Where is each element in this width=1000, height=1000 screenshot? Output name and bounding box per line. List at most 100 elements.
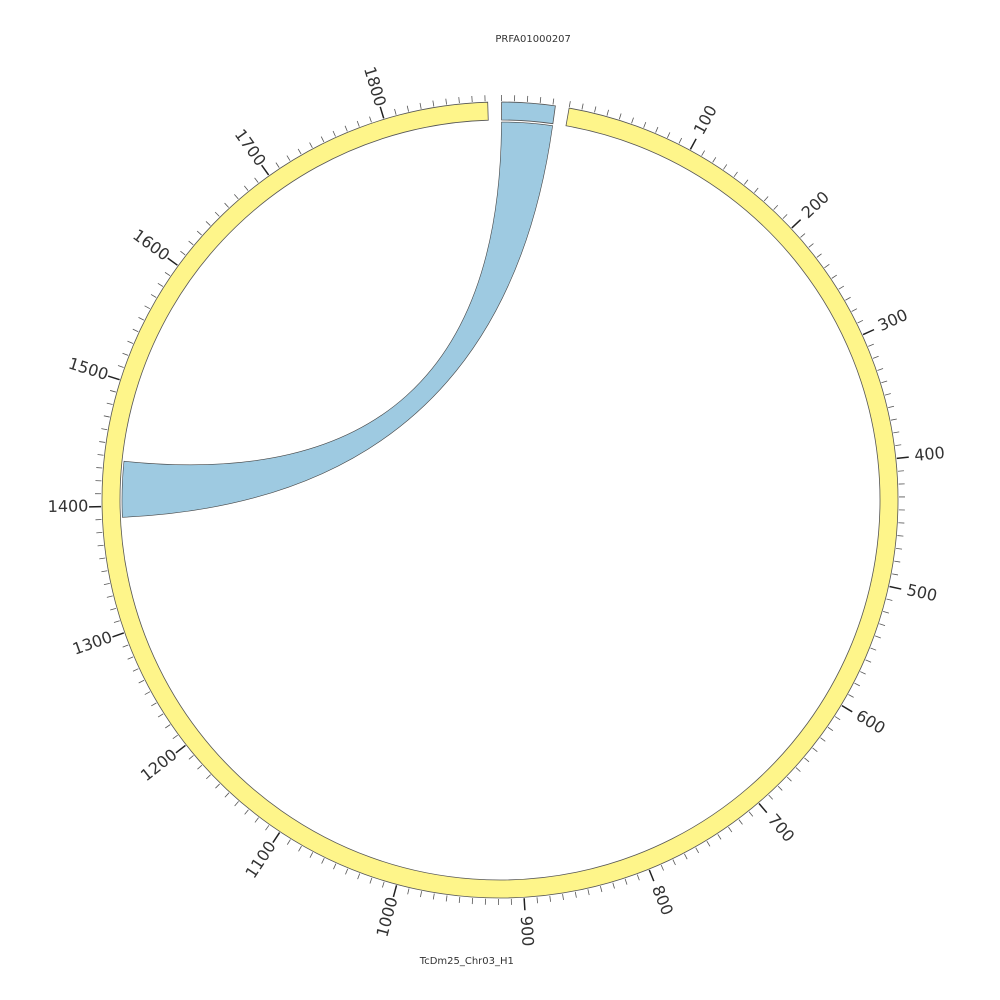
minor-tick xyxy=(157,282,164,287)
minor-tick xyxy=(244,185,249,191)
minor-tick xyxy=(127,340,134,344)
minor-tick xyxy=(897,535,904,537)
minor-tick xyxy=(892,573,899,576)
tick-label: 300 xyxy=(875,305,911,335)
major-tick xyxy=(841,704,853,713)
major-tick xyxy=(523,898,526,911)
minor-tick xyxy=(877,368,884,371)
minor-tick xyxy=(624,878,628,885)
tick-label: 100 xyxy=(690,102,721,138)
minor-tick xyxy=(445,98,447,105)
minor-tick xyxy=(224,792,230,798)
minor-tick xyxy=(786,776,792,782)
minor-tick xyxy=(188,240,194,246)
minor-tick xyxy=(382,881,385,888)
minor-tick xyxy=(157,713,164,718)
minor-tick xyxy=(165,724,171,729)
minor-tick xyxy=(886,598,893,601)
tick-label: 1800 xyxy=(360,64,390,108)
minor-tick xyxy=(816,253,822,258)
minor-tick xyxy=(106,402,113,405)
minor-tick xyxy=(254,817,259,823)
minor-tick xyxy=(684,853,688,860)
segment-arc xyxy=(501,101,556,125)
minor-tick xyxy=(197,764,203,770)
minor-tick xyxy=(103,415,110,418)
minor-tick xyxy=(344,125,348,132)
minor-tick xyxy=(865,659,872,663)
tick-label: 500 xyxy=(905,580,939,605)
minor-tick xyxy=(138,317,145,321)
major-tick xyxy=(791,219,802,229)
minor-tick xyxy=(320,136,325,143)
minor-tick xyxy=(733,171,738,178)
minor-tick xyxy=(895,444,902,446)
major-tick xyxy=(758,803,768,814)
minor-tick xyxy=(667,132,671,138)
major-tick xyxy=(272,832,281,844)
tick-label: 200 xyxy=(798,187,833,222)
minor-tick xyxy=(144,305,151,310)
minor-tick xyxy=(234,801,239,807)
minor-tick xyxy=(297,148,302,155)
minor-tick xyxy=(695,847,700,854)
minor-tick xyxy=(419,102,422,109)
minor-tick xyxy=(857,319,864,324)
minor-tick xyxy=(536,897,538,904)
minor-tick xyxy=(851,308,858,312)
minor-tick xyxy=(224,202,229,208)
minor-tick xyxy=(103,582,110,585)
minor-tick xyxy=(612,882,615,889)
minor-tick xyxy=(110,607,117,611)
minor-tick xyxy=(894,560,901,563)
minor-tick xyxy=(594,106,597,113)
minor-tick xyxy=(672,859,676,866)
minor-tick xyxy=(883,611,889,614)
minor-tick xyxy=(369,877,373,884)
minor-tick xyxy=(321,858,325,864)
minor-tick xyxy=(214,211,220,217)
minor-tick xyxy=(890,418,897,421)
minor-tick xyxy=(234,194,239,200)
minor-tick xyxy=(773,205,779,210)
tick-label: 800 xyxy=(648,883,677,918)
minor-tick xyxy=(777,785,783,791)
minor-tick xyxy=(845,296,851,301)
tick-label: 400 xyxy=(913,443,945,465)
minor-tick xyxy=(768,794,774,800)
minor-tick xyxy=(406,105,409,112)
minor-tick xyxy=(132,668,139,672)
minor-tick xyxy=(881,380,888,384)
minor-tick xyxy=(706,840,711,847)
tick-label: 1100 xyxy=(241,837,279,881)
minor-tick xyxy=(286,155,291,161)
minor-tick xyxy=(824,263,830,269)
minor-tick xyxy=(748,811,754,817)
minor-tick xyxy=(97,454,104,456)
minor-tick xyxy=(265,825,270,831)
minor-tick xyxy=(180,250,186,256)
minor-tick xyxy=(432,893,435,900)
minor-tick xyxy=(309,142,313,149)
major-tick xyxy=(112,632,125,638)
minor-tick xyxy=(896,547,903,550)
minor-tick xyxy=(874,635,881,639)
minor-tick xyxy=(196,230,202,236)
minor-tick xyxy=(215,783,220,789)
minor-tick xyxy=(860,671,866,675)
minor-tick xyxy=(643,122,647,128)
tick-label: 1700 xyxy=(231,125,270,169)
minor-tick xyxy=(712,157,717,163)
major-tick xyxy=(648,869,655,882)
minor-tick xyxy=(357,873,361,880)
minor-tick xyxy=(206,774,211,780)
minor-tick xyxy=(172,734,178,740)
minor-tick xyxy=(420,891,423,898)
minor-tick xyxy=(723,164,728,170)
minor-tick xyxy=(432,100,435,107)
minor-tick xyxy=(332,130,336,137)
link-ribbon xyxy=(121,121,553,518)
minor-tick xyxy=(407,888,410,895)
major-tick xyxy=(107,375,120,381)
